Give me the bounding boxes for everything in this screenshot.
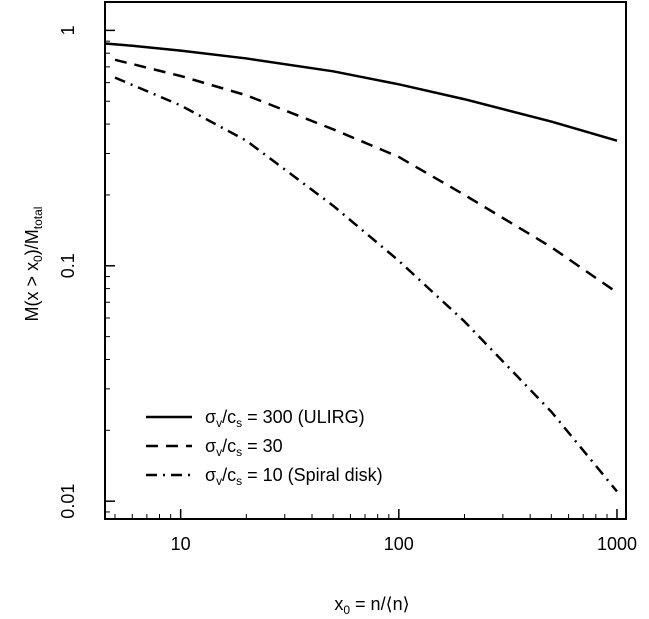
series-line-300 (104, 42, 618, 142)
y-tick-label-1: 0.1 (58, 253, 78, 278)
x-axis-label: x0 = n/⟨n⟩ (334, 594, 409, 617)
legend-label-1: σv/cs = 30 (205, 436, 283, 459)
series-line-30 (114, 58, 618, 294)
plot-frame (104, 1, 627, 520)
legend-label-2: σv/cs = 10 (Spiral disk) (205, 465, 383, 488)
series-group (104, 42, 618, 493)
x-tick-label-1: 100 (384, 534, 414, 554)
x-tick-label-0: 10 (171, 534, 191, 554)
legend: σv/cs = 300 (ULIRG) σv/cs = 30 σv/cs = 10 … (146, 407, 383, 488)
y-axis-label: M(x > x0)/Mtotal (22, 207, 45, 322)
y-axis-ticks: 0.01 0.1 1 (58, 25, 115, 519)
series-line-10 (114, 76, 618, 493)
x-axis-ticks: 10 100 1000 (114, 509, 637, 554)
y-tick-label-2: 1 (58, 25, 78, 35)
legend-label-0: σv/cs = 300 (ULIRG) (205, 407, 365, 430)
x-tick-label-2: 1000 (597, 534, 637, 554)
y-tick-label-0: 0.01 (58, 484, 78, 519)
